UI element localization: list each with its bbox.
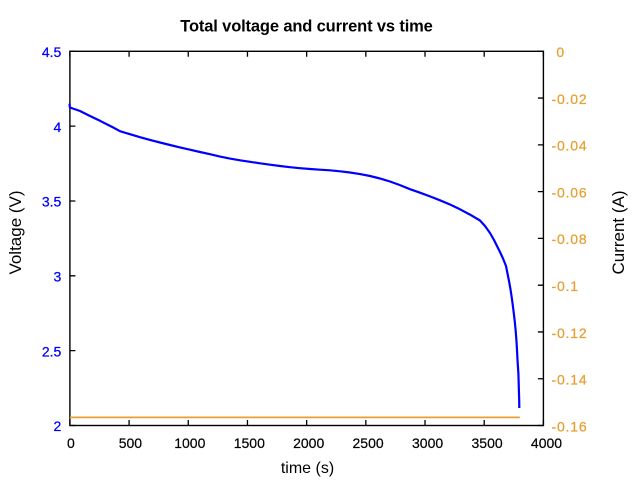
svg-text:time (s): time (s) xyxy=(281,460,334,477)
svg-text:3.5: 3.5 xyxy=(42,194,62,210)
svg-text:2: 2 xyxy=(54,418,62,434)
svg-text:3: 3 xyxy=(54,269,62,285)
svg-text:3500: 3500 xyxy=(472,435,503,451)
svg-text:1500: 1500 xyxy=(234,435,265,451)
svg-text:2500: 2500 xyxy=(353,435,384,451)
svg-text:Voltage (V): Voltage (V) xyxy=(6,190,25,274)
svg-text:2.5: 2.5 xyxy=(42,343,62,359)
svg-text:4: 4 xyxy=(54,119,62,135)
svg-text:0: 0 xyxy=(67,435,75,451)
svg-text:-0.08: -0.08 xyxy=(552,231,588,247)
svg-text:4000: 4000 xyxy=(531,435,562,451)
svg-text:Current (A): Current (A) xyxy=(609,190,628,274)
svg-text:Total voltage and current vs t: Total voltage and current vs time xyxy=(180,18,432,36)
svg-text:0: 0 xyxy=(556,44,565,60)
svg-text:-0.06: -0.06 xyxy=(552,184,588,200)
svg-text:-0.02: -0.02 xyxy=(552,91,588,107)
svg-text:-0.16: -0.16 xyxy=(552,418,588,434)
svg-text:-0.14: -0.14 xyxy=(552,372,588,388)
svg-text:3000: 3000 xyxy=(412,435,443,451)
svg-text:-0.04: -0.04 xyxy=(552,138,588,154)
svg-text:500: 500 xyxy=(119,435,143,451)
svg-text:2000: 2000 xyxy=(293,435,324,451)
svg-text:-0.12: -0.12 xyxy=(552,325,588,341)
svg-text:1000: 1000 xyxy=(174,435,205,451)
svg-text:4.5: 4.5 xyxy=(42,44,62,60)
svg-text:-0.1: -0.1 xyxy=(552,278,579,294)
